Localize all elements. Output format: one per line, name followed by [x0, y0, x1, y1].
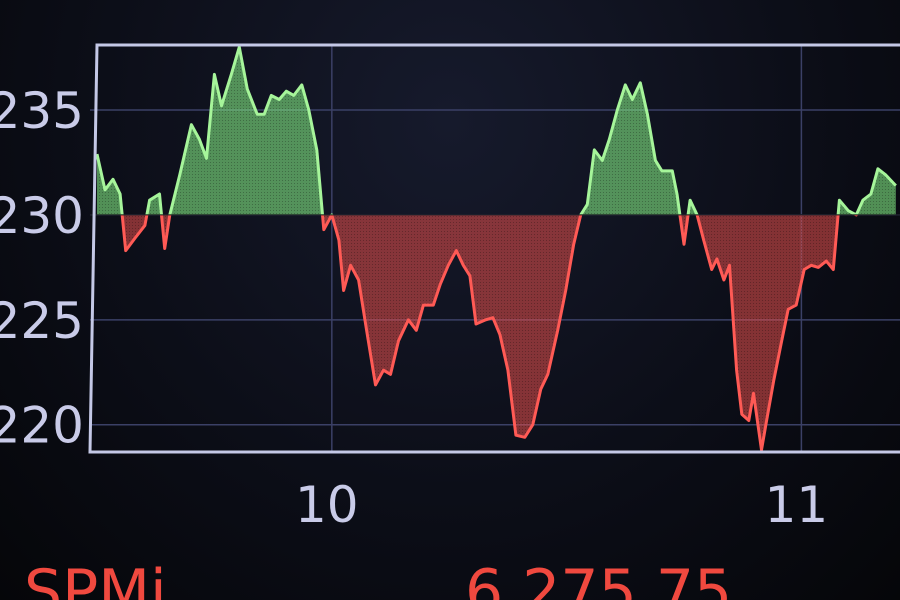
y-tick-label: 225 [0, 292, 84, 350]
price-areas [97, 47, 896, 450]
ticker-price: 6,275.75 [465, 557, 732, 600]
plot-frame [88, 43, 900, 454]
price-line-above [95, 45, 897, 215]
price-line-below [120, 214, 858, 452]
price-lines [90, 45, 900, 452]
y-tick-label: 230 [0, 187, 84, 245]
y-tick-label: 235 [0, 82, 84, 140]
screen-pixel-texture [97, 47, 896, 450]
x-tick-label: 11 [765, 476, 829, 534]
x-tick-label: 10 [295, 476, 359, 534]
ticker-symbol: SPMi [24, 557, 167, 600]
plot-border [88, 43, 900, 454]
y-axis-ticks: 235 230 225 220 [0, 82, 84, 455]
x-axis-ticks: 10 11 [295, 476, 828, 534]
y-tick-label: 220 [0, 397, 84, 455]
